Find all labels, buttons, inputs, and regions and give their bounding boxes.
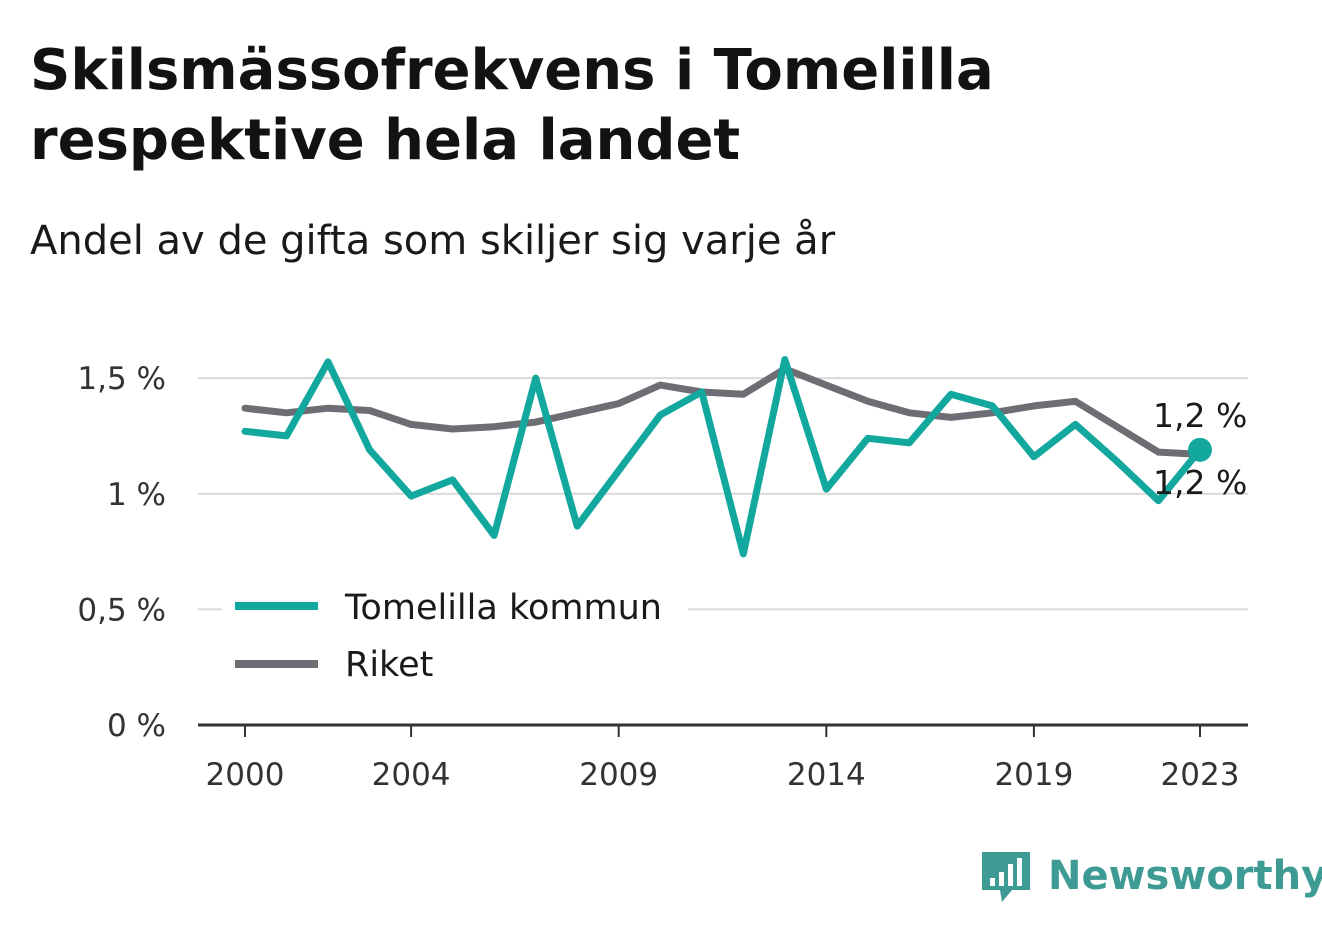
y-tick-label: 0 %	[107, 708, 166, 744]
legend-label-tomelilla: Tomelilla kommun	[344, 588, 662, 628]
x-tick-label: 2023	[1161, 757, 1240, 793]
x-tick-label: 2000	[206, 757, 285, 793]
legend-label-riket: Riket	[345, 645, 433, 685]
chart-title: Skilsmässofrekvens i Tomelilla respektiv…	[30, 38, 994, 173]
x-axis: 2000 2004 2009 2014 2019 2023	[198, 723, 1248, 793]
y-tick-label: 1,5 %	[77, 361, 166, 397]
x-tick-label: 2019	[994, 757, 1073, 793]
legend: Tomelilla kommun Riket	[222, 575, 688, 697]
logo-bar-4	[1017, 858, 1022, 886]
bar-chart-speech-bubble-icon	[982, 852, 1030, 902]
logo-bar-2	[999, 872, 1004, 886]
series-line-riket	[241, 365, 1204, 458]
x-tick-label: 2004	[372, 757, 451, 793]
x-tick-label: 2014	[787, 757, 866, 793]
end-labels: 1,2 % 1,2 %	[1153, 396, 1247, 502]
logo-bar-1	[990, 878, 995, 886]
series-line-tomelilla	[241, 356, 1204, 558]
y-tick-label: 1 %	[107, 477, 166, 513]
end-label-riket: 1,2 %	[1153, 396, 1247, 435]
chart-subtitle: Andel av de gifta som skiljer sig varje …	[30, 218, 836, 264]
legend-background	[222, 575, 688, 697]
end-label-tomelilla: 1,2 %	[1153, 463, 1247, 502]
end-marker-tomelilla	[1188, 437, 1212, 462]
brand-logo: Newsworthy	[982, 852, 1322, 902]
logo-bar-3	[1008, 864, 1013, 886]
brand-name: Newsworthy	[1048, 853, 1322, 899]
series-lines	[241, 356, 1212, 558]
x-tick-label: 2009	[579, 757, 658, 793]
y-axis: 0 % 0,5 % 1 % 1,5 %	[77, 361, 166, 744]
y-tick-label: 0,5 %	[77, 592, 166, 628]
